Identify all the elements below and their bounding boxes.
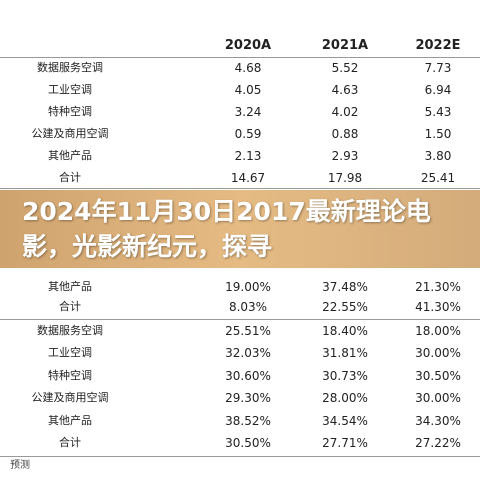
cell-value: 30.50% [415, 368, 461, 383]
row-label: 合计 [59, 171, 81, 184]
cell-value: 5.43 [424, 105, 452, 119]
rule [0, 188, 480, 189]
row-label: 其他产品 [48, 149, 92, 162]
cell-value: 7.73 [424, 61, 452, 75]
rule [0, 57, 480, 58]
cell-value: 25.41 [420, 171, 456, 185]
cell-value: 32.03% [225, 346, 271, 361]
row-label: 合计 [59, 300, 81, 313]
row-label: 数据服务空调 [37, 61, 103, 74]
row-label: 公建及商用空调 [31, 127, 109, 140]
banner-title: 2024年11月30日2017最新理论电影，光影新纪元，探寻 [22, 197, 431, 261]
cell-value: 30.00% [415, 346, 461, 361]
cell-value: 27.22% [415, 436, 461, 450]
cell-value: 34.54% [322, 413, 368, 428]
cell-value: 18.40% [322, 324, 368, 338]
cell-value: 30.73% [322, 368, 368, 383]
cell-value: 38.52% [225, 413, 271, 428]
cell-value: 17.98 [327, 171, 363, 185]
row-label: 工业空调 [48, 83, 92, 96]
cell-value: 14.67 [230, 171, 266, 185]
cell-value: 18.00% [415, 324, 461, 338]
row-label: 合计 [59, 436, 81, 449]
rule [0, 456, 480, 457]
cell-value: 30.50% [225, 436, 271, 450]
cell-value: 30.00% [415, 391, 461, 406]
cell-value: 27.71% [322, 436, 368, 450]
row-label: 特种空调 [48, 105, 92, 118]
column-header: 2022E [415, 38, 461, 53]
cell-value: 41.30% [415, 300, 461, 314]
cell-value: 30.60% [225, 368, 271, 383]
column-header: 2021A [321, 38, 369, 53]
row-label: 其他产品 [48, 413, 92, 427]
cell-value: 28.00% [322, 391, 368, 406]
row-label: 其他产品 [48, 280, 92, 293]
cell-value: 37.48% [322, 280, 368, 294]
cell-value: 22.55% [322, 300, 368, 314]
cell-value: 3.80 [424, 149, 452, 163]
row-label: 工业空调 [48, 346, 92, 360]
cell-value: 29.30% [225, 391, 271, 406]
row-label: 公建及商用空调 [31, 391, 109, 405]
banner: 2024年11月30日2017最新理论电影，光影新纪元，探寻 [0, 190, 480, 268]
cell-value: 2.13 [234, 149, 262, 163]
cell-value: 31.81% [322, 346, 368, 361]
cell-value: 4.02 [331, 105, 359, 119]
cell-value: 2.93 [331, 149, 359, 163]
cell-value: 34.30% [415, 413, 461, 428]
cell-value: 0.59 [234, 127, 262, 141]
cell-value: 3.24 [234, 105, 262, 119]
cell-value: 4.63 [331, 83, 359, 97]
footer-note: 预测 [10, 460, 30, 471]
column-header: 2020A [224, 38, 272, 53]
cell-value: 25.51% [225, 324, 271, 338]
cell-value: 5.52 [331, 61, 359, 75]
cell-value: 19.00% [225, 280, 271, 294]
cell-value: 0.88 [331, 127, 359, 141]
cell-value: 21.30% [415, 280, 461, 294]
cell-value: 6.94 [424, 83, 452, 97]
cell-value: 4.05 [234, 83, 262, 97]
cell-value: 8.03% [228, 300, 268, 314]
row-label: 特种空调 [48, 368, 92, 382]
cell-value: 1.50 [424, 127, 452, 141]
cell-value: 4.68 [234, 61, 262, 75]
row-label: 数据服务空调 [37, 324, 103, 337]
rule [0, 319, 480, 320]
